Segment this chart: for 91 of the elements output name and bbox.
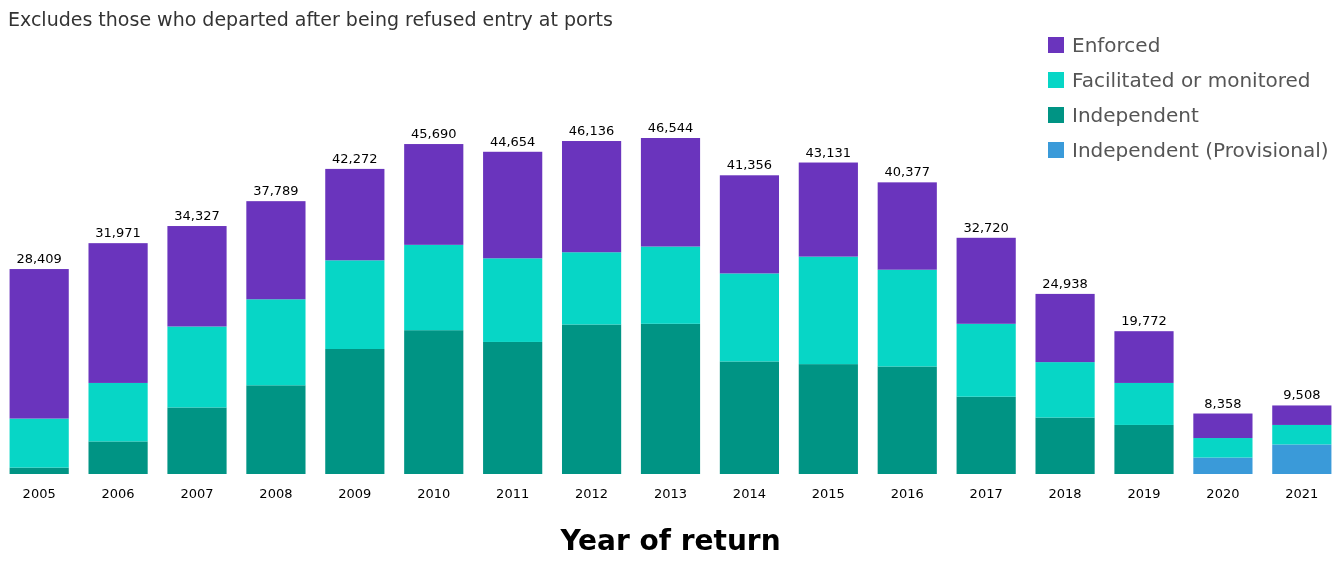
annotation: 41,356: [726, 157, 773, 173]
bar: [246, 201, 306, 300]
bar: [561, 324, 622, 474]
bar: [167, 326, 227, 408]
chart-subtitle: Excludes those who departed after being refused entry at ports: [8, 8, 613, 30]
bar: [325, 168, 385, 261]
bar: [719, 273, 780, 362]
x-tick-label: 2017: [969, 486, 1003, 501]
x-tick-label: 2006: [101, 486, 135, 501]
bar: [798, 162, 858, 257]
bar: [1272, 424, 1332, 445]
bar: [877, 269, 937, 367]
bar: [1193, 457, 1253, 474]
bar: [404, 244, 464, 331]
bar: [1272, 444, 1332, 474]
bar: [640, 323, 701, 474]
bar: [9, 467, 69, 474]
bar: [1035, 417, 1095, 474]
bar: [561, 141, 622, 253]
bar: [956, 323, 1016, 397]
bar: [9, 269, 69, 419]
bar: [1193, 413, 1253, 439]
annotation: 34,327: [174, 208, 220, 224]
x-tick-label: 2020: [1206, 486, 1240, 501]
bar: [325, 260, 385, 350]
bar: [1193, 438, 1253, 458]
annotation: 37,789: [253, 183, 299, 199]
x-tick-label: 2011: [496, 486, 530, 501]
bar: [798, 256, 858, 365]
annotation: 28,409: [16, 251, 62, 267]
annotation: 43,131: [805, 144, 852, 160]
bar: [404, 330, 464, 474]
annotation: 46,544: [647, 120, 694, 135]
annotation: 40,377: [884, 164, 930, 180]
bar: [1272, 405, 1332, 425]
bar: [1035, 362, 1095, 418]
bar: [483, 151, 543, 259]
bar: [719, 361, 780, 474]
bar: [640, 138, 701, 247]
bar: [956, 237, 1016, 324]
bar: [88, 441, 148, 474]
annotation: 24,938: [1042, 275, 1088, 291]
annotation: 44,654: [489, 133, 536, 149]
x-tick-label: 2008: [259, 486, 293, 501]
x-tick-label: 2016: [890, 486, 924, 501]
legend-label: Facilitated or monitored: [1072, 68, 1311, 92]
bar: [88, 382, 148, 442]
x-tick-label: 2021: [1285, 486, 1319, 501]
bar: [246, 385, 306, 474]
annotation: 31,971: [95, 225, 141, 241]
annotation: 46,136: [568, 123, 615, 139]
x-tick-label: 2014: [732, 486, 766, 501]
bar: [167, 407, 227, 474]
x-tick-label: 2005: [22, 486, 56, 501]
bar: [483, 341, 543, 474]
x-tick-label: 2010: [417, 486, 451, 501]
bar: [404, 144, 464, 245]
bar: [1114, 382, 1174, 425]
bar: [483, 258, 543, 342]
annotation: 9,508: [1283, 387, 1321, 403]
bar: [719, 175, 780, 274]
x-tick-label: 2015: [811, 486, 845, 501]
bar: [9, 418, 69, 468]
bar: [1114, 424, 1174, 474]
x-tick-label: 2009: [338, 486, 372, 501]
bar: [798, 364, 858, 474]
x-tick-label: 2012: [575, 486, 609, 501]
legend-label: Independent: [1072, 103, 1199, 127]
bar: [325, 349, 385, 474]
x-tick-label: 2007: [180, 486, 214, 501]
x-tick-label: 2013: [653, 486, 688, 501]
annotation: 42,272: [332, 150, 378, 166]
bar: [88, 243, 148, 383]
annotation: 32,720: [963, 219, 1009, 235]
annotation: 45,690: [411, 126, 457, 142]
x-axis-title: Year of return: [559, 524, 781, 557]
annotation: 8,358: [1204, 395, 1242, 411]
legend-label: Independent (Provisional): [1072, 138, 1329, 162]
bar: [877, 182, 937, 270]
x-tick-label: 2018: [1048, 486, 1082, 501]
bar: [1114, 331, 1174, 383]
annotation: 19,772: [1121, 313, 1167, 329]
bar: [877, 366, 937, 474]
legend-label: Enforced: [1072, 33, 1161, 57]
bar: [167, 226, 227, 327]
bar: [956, 396, 1016, 474]
bar: [1035, 293, 1095, 363]
bar: [561, 252, 622, 325]
x-tick-label: 2019: [1127, 486, 1161, 501]
bar: [246, 299, 306, 386]
bar: [640, 246, 701, 324]
